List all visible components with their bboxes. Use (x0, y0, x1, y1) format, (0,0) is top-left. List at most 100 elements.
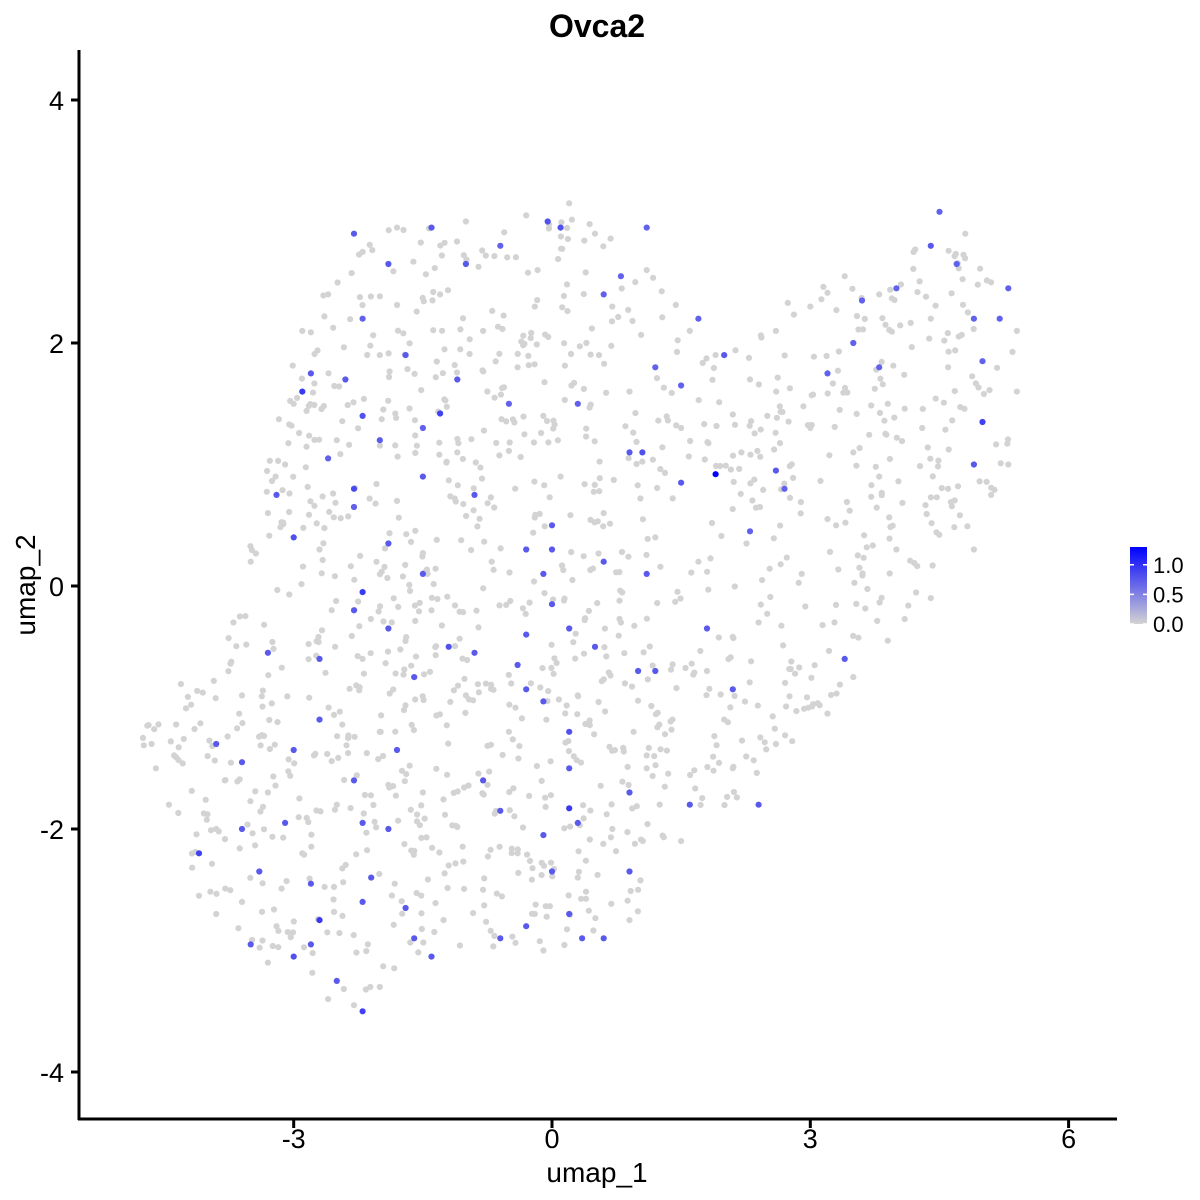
cell-point (846, 507, 853, 514)
cell-point (695, 558, 702, 565)
cell-point (506, 807, 513, 814)
cell-point (512, 939, 519, 946)
cell-point (927, 494, 935, 501)
cell-point (418, 834, 425, 842)
cell-point (826, 452, 833, 459)
cell-point (411, 370, 418, 377)
cell-point (316, 546, 323, 553)
cell-point (395, 514, 402, 521)
cell-point (833, 690, 840, 697)
cell-point (413, 442, 420, 449)
cell-point (416, 599, 423, 607)
cell-point (213, 890, 220, 897)
cell-point (926, 335, 933, 342)
cell-point (423, 834, 430, 841)
cell-point (738, 737, 746, 744)
cell-point (278, 519, 285, 526)
cell-point (575, 868, 583, 875)
cell-point (808, 421, 815, 429)
cell-point (824, 710, 831, 717)
cell-point (431, 928, 438, 936)
cell-point (450, 687, 457, 694)
cell-point (932, 395, 939, 402)
cell-point (886, 455, 894, 463)
cell-point (565, 892, 572, 899)
cell-point (591, 438, 598, 445)
cell-point (673, 348, 681, 355)
cell-point (876, 473, 883, 480)
cell-point (305, 641, 312, 648)
cell-point (345, 750, 352, 757)
cell-point (484, 388, 491, 395)
cell-point (298, 581, 305, 588)
cell-point (508, 680, 515, 687)
expressing-cell-point (290, 534, 297, 541)
cell-point (431, 265, 438, 272)
cell-point (808, 674, 815, 681)
cell-point (655, 417, 662, 424)
expressing-cell-point (273, 491, 280, 498)
cell-point (899, 499, 906, 506)
cell-point (284, 929, 291, 936)
cell-point (609, 303, 616, 310)
cell-point (945, 348, 952, 355)
cell-point (688, 660, 695, 667)
cell-point (258, 693, 265, 700)
expressing-cell-point (445, 643, 452, 650)
cell-point (645, 744, 652, 752)
cell-point (708, 519, 716, 527)
cell-point (298, 375, 305, 382)
cell-point (727, 466, 735, 473)
cell-point (472, 459, 479, 466)
cell-point (487, 494, 494, 501)
cell-point (420, 696, 427, 704)
cell-point (748, 658, 755, 665)
cell-point (772, 740, 780, 748)
expressing-cell-point (953, 260, 960, 268)
cell-point (580, 802, 587, 809)
cell-point (716, 399, 723, 406)
cell-point (412, 449, 419, 456)
cell-point (462, 709, 469, 717)
expressing-cell-point (299, 388, 306, 395)
cell-point (970, 325, 977, 333)
cell-point (333, 801, 340, 808)
cell-point (668, 726, 675, 733)
cell-point (506, 701, 513, 708)
cell-point (466, 350, 473, 358)
cell-point (497, 545, 504, 552)
cell-point (586, 836, 593, 843)
cell-point (392, 728, 399, 735)
expressing-cell-point (514, 661, 521, 669)
cell-point (548, 641, 555, 648)
cell-point (868, 402, 875, 409)
cell-point (439, 370, 446, 377)
cell-point (643, 615, 651, 622)
cell-point (790, 311, 798, 318)
cell-point (266, 716, 273, 724)
cell-point (247, 558, 254, 565)
cell-point (564, 308, 571, 315)
cell-point (572, 630, 579, 637)
cell-point (263, 488, 270, 495)
expressing-cell-point (548, 522, 556, 529)
cell-point (541, 482, 548, 489)
cell-point (259, 803, 267, 810)
cell-point (356, 294, 363, 301)
expressing-cell-point (544, 218, 551, 225)
cell-point (687, 437, 694, 445)
cell-point (536, 938, 543, 945)
expressing-cell-point (566, 625, 573, 632)
cell-point (414, 811, 421, 818)
cell-point (591, 731, 598, 738)
cell-point (444, 287, 452, 294)
cell-point (360, 670, 367, 677)
cell-point (380, 963, 387, 970)
cell-point (424, 876, 431, 883)
cell-point (878, 594, 885, 601)
cell-point (451, 362, 458, 369)
cell-point (754, 702, 761, 709)
cell-point (432, 565, 439, 572)
y-tick-label: 4 (49, 86, 64, 116)
expressing-cell-point (497, 807, 504, 814)
